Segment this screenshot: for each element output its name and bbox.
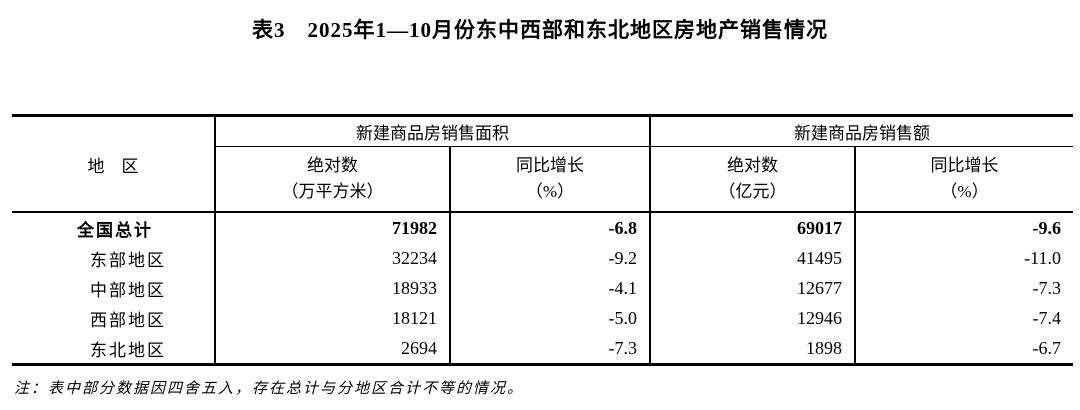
table-row-national-total: 全国总计 71982 -6.8 69017 -9.6: [12, 212, 1073, 243]
page-title: 表3 2025年1—10月份东中西部和东北地区房地产销售情况: [252, 18, 828, 42]
value-cell-sales-growth: -11.0: [1024, 247, 1061, 268]
value-cell-sales-absolute: 1898: [650, 333, 856, 365]
region-cell: 东部地区: [12, 243, 216, 273]
col-header-line1: 同比增长: [930, 156, 999, 175]
value-cell-floor-area-growth: -7.3: [450, 333, 651, 365]
col-header-floor-area-absolute: 绝对数 （万平方米）: [215, 146, 451, 213]
value-cell-sales-growth: -7.3: [1032, 277, 1062, 298]
value-cell-sales-absolute: 12677: [650, 273, 856, 303]
col-header-line1: 同比增长: [516, 156, 584, 175]
col-header-line2: （亿元）: [718, 182, 787, 201]
group-header-sales-value: 新建商品房销售额: [650, 115, 1073, 147]
value-cell-floor-area-absolute: 18121: [215, 303, 451, 333]
col-header-line1: 绝对数: [307, 156, 358, 175]
value-cell-sales-growth: -7.4: [1032, 307, 1062, 328]
value-cell-floor-area-growth: -9.2: [450, 243, 651, 273]
table-row-western: 西部地区 18121 -5.0 12946 -7.4: [12, 303, 1073, 333]
value-cell-floor-area-growth: -4.1: [450, 273, 651, 303]
value-cell-sales-absolute: 41495: [650, 243, 856, 273]
region-cell: 中部地区: [12, 273, 216, 303]
value-cell-floor-area-absolute: 71982: [215, 212, 451, 243]
table-row-northeastern: 东北地区 2694 -7.3 1898 -6.7: [12, 333, 1073, 365]
sub-header-row: 绝对数 （万平方米） 同比增长 （%） 绝对数 （亿元） 同比增长 （%）: [12, 146, 1073, 213]
group-header-row: 地 区 新建商品房销售面积 新建商品房销售额: [12, 115, 1073, 213]
region-cell: 西部地区: [12, 303, 216, 333]
region-cell: 东北地区: [12, 333, 216, 365]
value-cell-floor-area-absolute: 18933: [215, 273, 451, 303]
value-cell-sales-absolute: 12946: [650, 303, 856, 333]
col-header-floor-area-growth: 同比增长 （%）: [450, 146, 651, 213]
regional-sales-table: 地 区 新建商品房销售面积 新建商品房销售额 绝对数 （万平方米） 同比增长 （…: [12, 114, 1073, 366]
table-row-eastern: 东部地区 32234 -9.2 41495 -11.0: [12, 243, 1073, 273]
table-row-central: 中部地区 18933 -4.1 12677 -7.3: [12, 273, 1073, 303]
value-cell-sales-growth: -6.7: [1032, 337, 1062, 358]
col-header-line2: （万平方米）: [281, 182, 384, 201]
col-header-region: 地 区: [12, 115, 216, 213]
value-cell-sales-absolute: 69017: [650, 212, 856, 243]
col-header-sales-growth: 同比增长 （%）: [855, 146, 1073, 213]
col-header-sales-absolute: 绝对数 （亿元）: [650, 146, 856, 213]
document-page: 表3 2025年1—10月份东中西部和东北地区房地产销售情况 地 区 新建商品房…: [0, 16, 1080, 410]
region-cell: 全国总计: [12, 212, 216, 243]
value-cell-sales-growth: -9.6: [1032, 217, 1062, 238]
footnote: 注：表中部分数据因四舍五入，存在总计与分地区合计不等的情况。: [14, 381, 525, 397]
value-cell-floor-area-absolute: 2694: [215, 333, 451, 365]
value-cell-floor-area-absolute: 32234: [215, 243, 451, 273]
col-header-line2: （%）: [940, 182, 989, 201]
group-header-floor-area: 新建商品房销售面积: [215, 115, 651, 147]
col-header-line2: （%）: [525, 182, 575, 201]
value-cell-floor-area-growth: -5.0: [450, 303, 651, 333]
value-cell-floor-area-growth: -6.8: [450, 212, 651, 243]
col-header-line1: 绝对数: [727, 156, 778, 175]
